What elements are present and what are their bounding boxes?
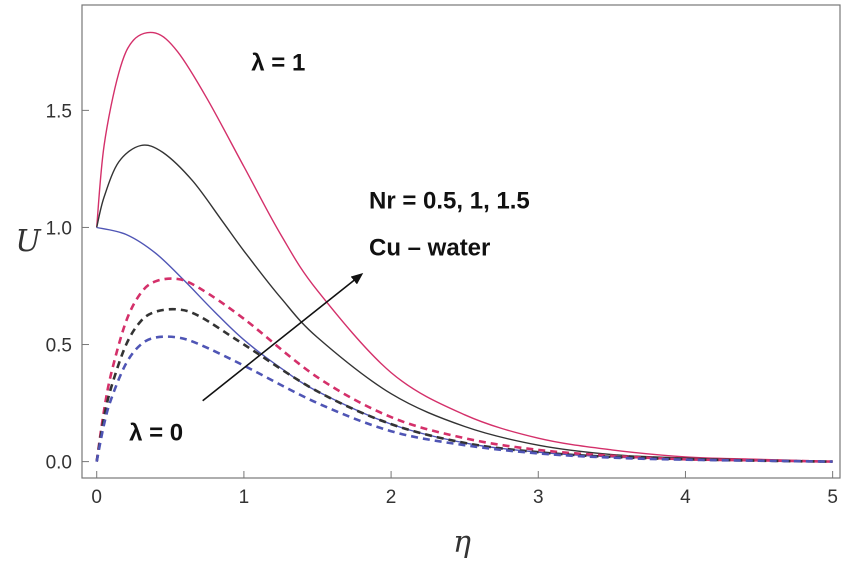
x-tick-label: 4 xyxy=(680,487,691,508)
x-axis-ticks: 0 1 2 3 4 5 xyxy=(91,471,838,508)
plot-frame xyxy=(81,4,841,479)
x-tick-label: 5 xyxy=(827,487,838,508)
series-line-2 xyxy=(96,144,833,463)
y-axis-label: U xyxy=(15,224,42,259)
series-line-5 xyxy=(95,307,833,463)
y-axis-ticks: 0.0 0.5 1.0 1.5 xyxy=(46,101,89,474)
annotation-label: λ = 0 xyxy=(129,420,183,447)
x-tick-label: 2 xyxy=(386,487,397,508)
x-tick-label: 1 xyxy=(239,487,250,508)
y-tick-label: 0.5 xyxy=(46,336,72,357)
nr-direction-arrow xyxy=(202,273,364,402)
series-line-1 xyxy=(96,31,833,463)
annotation-label: λ = 1 xyxy=(251,50,305,77)
series-line-4 xyxy=(95,277,833,463)
y-tick-label: 0.0 xyxy=(46,453,72,474)
series-lines xyxy=(95,31,833,463)
x-tick-label: 0 xyxy=(91,487,102,508)
series-line-6 xyxy=(95,335,833,463)
y-tick-label: 1.5 xyxy=(46,101,72,122)
annotation-label: Nr = 0.5, 1, 1.5 xyxy=(369,188,530,215)
x-axis-label: η xyxy=(453,525,471,560)
x-tick-label: 3 xyxy=(533,487,544,508)
annotations: λ = 1 Nr = 0.5, 1, 1.5 Cu – water λ = 0 xyxy=(129,50,530,447)
annotation-label: Cu – water xyxy=(369,235,490,262)
y-tick-label: 1.0 xyxy=(46,218,72,239)
